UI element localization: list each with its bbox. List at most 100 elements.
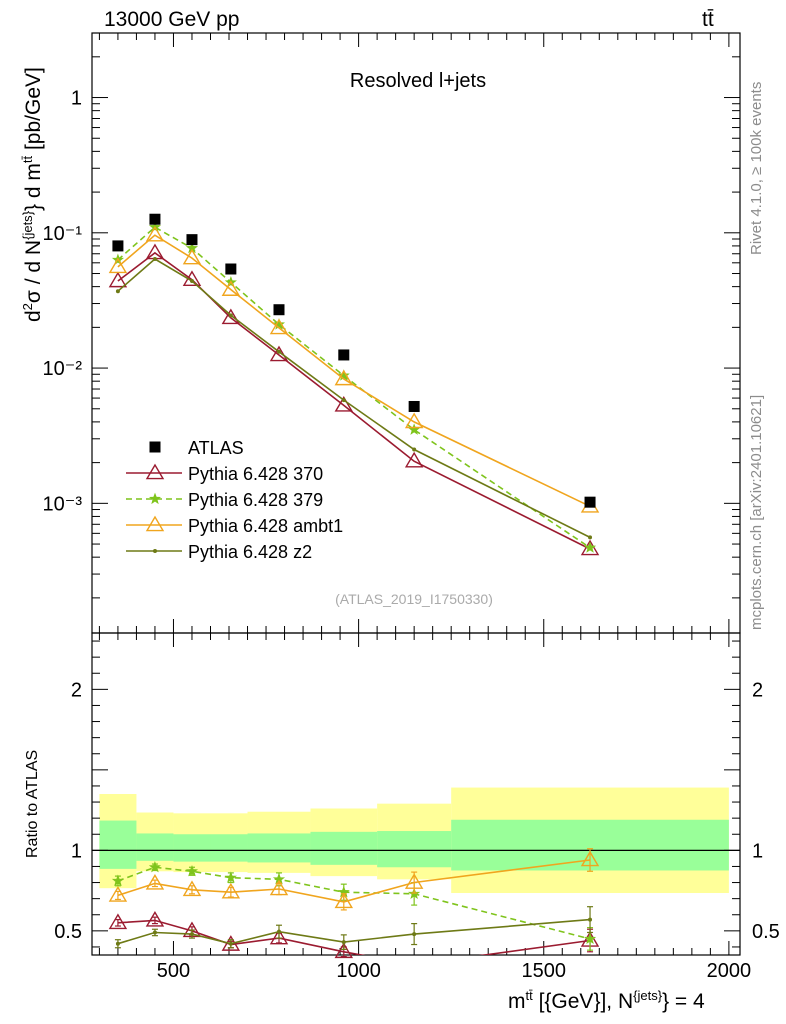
series-point-ratio bbox=[583, 932, 597, 944]
legend-marker bbox=[145, 515, 165, 532]
process-label: tt̄ bbox=[702, 8, 714, 31]
series-point-main bbox=[108, 271, 128, 288]
y-tick-label: 1 bbox=[71, 88, 82, 110]
series-line-main bbox=[117, 234, 591, 508]
series-point-main bbox=[189, 279, 194, 284]
series-point-ratio bbox=[108, 913, 128, 930]
source-label: mcplots.cern.ch [arXiv:2401.10621] bbox=[748, 394, 765, 630]
series-point-ratio bbox=[185, 864, 199, 877]
ratio-y-tick-label-right: 2 bbox=[752, 679, 763, 701]
series-point-main bbox=[221, 308, 241, 325]
series-line-main bbox=[117, 258, 591, 539]
series-point-main bbox=[269, 318, 289, 335]
x-tick-label: 2000 bbox=[707, 960, 752, 982]
legend-label: Pythia 6.428 370 bbox=[188, 464, 323, 484]
atlas-data-point bbox=[112, 240, 124, 252]
series-point-main bbox=[404, 412, 424, 429]
series-point-main bbox=[412, 447, 417, 452]
atlas-data-point bbox=[149, 213, 161, 225]
legend-atlas-label: ATLAS bbox=[188, 438, 244, 458]
legend-label: Pythia 6.428 379 bbox=[188, 490, 323, 510]
series-point-ratio bbox=[189, 932, 194, 937]
series-point-main bbox=[182, 248, 202, 265]
series-point-ratio bbox=[334, 942, 354, 959]
series-point-main bbox=[269, 345, 289, 362]
series-point-main bbox=[221, 280, 241, 296]
stat-uncertainty-band bbox=[136, 833, 174, 861]
x-tick-label: 500 bbox=[157, 960, 190, 982]
x-tick-label: 1000 bbox=[336, 960, 381, 982]
ratio-y-tick-label-right: 1 bbox=[752, 840, 763, 862]
series-point-main bbox=[583, 541, 597, 553]
series-line-ratio bbox=[117, 866, 591, 940]
legend-marker bbox=[153, 549, 157, 553]
stat-uncertainty-band bbox=[210, 834, 248, 862]
series-point-main bbox=[108, 257, 128, 274]
ratio-y-axis-label: Ratio to ATLAS bbox=[24, 749, 41, 858]
atlas-data-point bbox=[273, 304, 285, 316]
legend-label: Pythia 6.428 ambt1 bbox=[188, 516, 343, 536]
ratio-y-tick-label: 2 bbox=[71, 679, 82, 701]
series-point-ratio bbox=[145, 911, 165, 927]
series-point-ratio bbox=[269, 879, 289, 896]
series-point-ratio bbox=[588, 917, 593, 922]
series-line-ratio bbox=[117, 918, 591, 945]
series-point-ratio bbox=[404, 873, 424, 889]
series-point-ratio bbox=[145, 873, 165, 890]
atlas-data-point bbox=[338, 349, 350, 361]
series-point-ratio bbox=[276, 929, 281, 934]
y-tick-label: 10⁻¹ bbox=[43, 223, 83, 245]
series-point-ratio bbox=[580, 850, 600, 867]
series-point-main bbox=[334, 395, 354, 412]
series-point-main bbox=[341, 398, 346, 403]
series-point-ratio bbox=[148, 860, 162, 873]
energy-label: 13000 GeV pp bbox=[104, 8, 240, 31]
series-point-ratio bbox=[182, 880, 202, 897]
series-point-main bbox=[145, 225, 165, 242]
series-point-ratio bbox=[269, 928, 289, 945]
series-point-main bbox=[337, 369, 350, 381]
legend-atlas-marker bbox=[149, 441, 161, 453]
x-axis-label: mtt̄ [{GeV}], N{jets}} = 4 bbox=[508, 988, 705, 1013]
atlas-data-point bbox=[225, 263, 237, 275]
y-tick-label: 10⁻² bbox=[43, 358, 83, 380]
series-line-main bbox=[117, 251, 591, 550]
atlas-data-point bbox=[186, 234, 198, 246]
series-point-main bbox=[152, 257, 157, 262]
atlas-data-point bbox=[584, 496, 596, 508]
stat-uncertainty-band bbox=[173, 834, 211, 862]
series-point-ratio bbox=[228, 941, 233, 946]
legend-label: Pythia 6.428 z2 bbox=[188, 542, 312, 562]
series-point-ratio bbox=[152, 930, 157, 935]
stat-uncertainty-band bbox=[310, 831, 378, 865]
stat-uncertainty-band bbox=[99, 820, 137, 869]
x-tick-label: 1500 bbox=[521, 960, 566, 982]
series-point-main bbox=[334, 369, 354, 386]
ratio-y-tick-label-right: 0.5 bbox=[752, 921, 780, 943]
atlas-data-point bbox=[408, 400, 420, 412]
plot-title: Resolved l+jets bbox=[350, 70, 486, 92]
series-point-ratio bbox=[108, 886, 128, 902]
legend-marker bbox=[148, 492, 162, 505]
series-point-main bbox=[115, 289, 120, 294]
main-y-axis-label: d2σ / d N{jets}} d mtt̄ [pb/GeV] bbox=[20, 67, 45, 322]
ratio-plot-frame bbox=[91, 632, 741, 956]
series-point-ratio bbox=[221, 882, 241, 899]
ratio-y-tick-label: 0.5 bbox=[54, 921, 82, 943]
series-point-main bbox=[228, 313, 233, 318]
stat-uncertainty-band bbox=[377, 831, 452, 868]
series-point-ratio bbox=[341, 940, 346, 945]
series-point-main bbox=[588, 535, 593, 540]
y-tick-label: 10⁻³ bbox=[43, 493, 83, 515]
series-point-main bbox=[276, 349, 281, 354]
analysis-label: (ATLAS_2019_I1750330) bbox=[335, 591, 493, 607]
stat-uncertainty-band bbox=[247, 833, 311, 863]
series-point-main bbox=[404, 451, 424, 468]
series-point-main bbox=[580, 539, 600, 556]
series-point-ratio bbox=[111, 874, 125, 887]
ratio-y-tick-label: 1 bbox=[71, 840, 82, 862]
series-point-ratio bbox=[224, 871, 237, 883]
series-line-main bbox=[117, 226, 591, 549]
series-point-ratio bbox=[334, 892, 354, 909]
